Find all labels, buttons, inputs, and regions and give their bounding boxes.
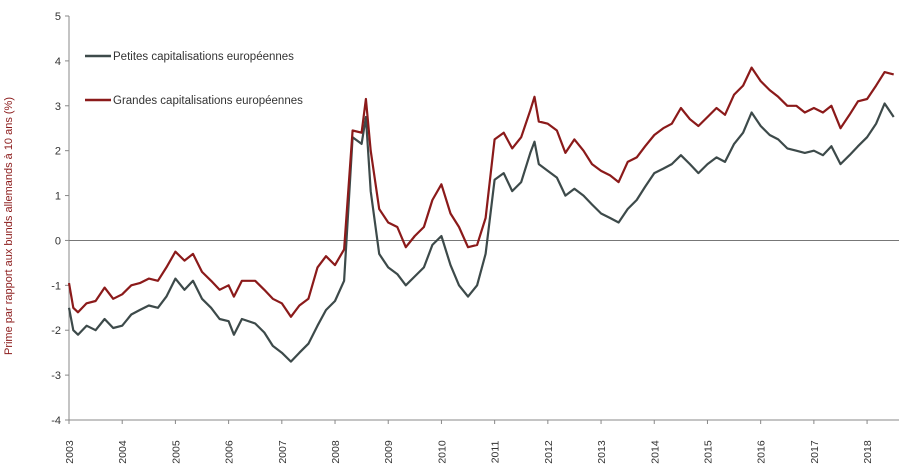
- legend-label-grandes: Grandes capitalisations européennes: [113, 95, 303, 107]
- y-tick-label: 5: [55, 11, 61, 23]
- y-tick-label: 4: [55, 56, 61, 68]
- x-tick-label: 2006: [224, 440, 236, 464]
- x-tick-label: 2014: [649, 440, 661, 464]
- y-tick-label: 2: [55, 146, 61, 158]
- x-tick-label: 2018: [862, 440, 874, 464]
- y-tick-label: -1: [51, 280, 61, 292]
- x-tick-label: 2016: [756, 440, 768, 464]
- y-axis-label: Prime par rapport aux bunds allemands à …: [3, 96, 15, 356]
- y-tick-label: -2: [51, 325, 61, 337]
- x-tick-label: 2012: [543, 440, 555, 464]
- x-tick-label: 2011: [490, 441, 502, 464]
- x-tick-label: 2017: [809, 440, 821, 464]
- y-tick-label: 3: [55, 101, 61, 113]
- y-tick-label: -4: [51, 415, 61, 427]
- series-line-petites-capitalisations: [67, 102, 895, 363]
- x-tick-label: 2005: [170, 440, 182, 464]
- x-tick-label: 2010: [436, 440, 448, 464]
- series-line-grandes-capitalisations: [67, 66, 894, 318]
- x-tick-label: 2004: [117, 440, 129, 464]
- x-tick-label: 2013: [596, 440, 608, 464]
- x-tick-label: 2009: [383, 440, 395, 464]
- legend-label-petites: Petites capitalisations européennes: [113, 51, 294, 63]
- x-tick-label: 2003: [64, 440, 76, 464]
- x-tick-label: 2015: [702, 440, 714, 464]
- x-tick-label: 2008: [330, 440, 342, 464]
- y-tick-label: 0: [55, 235, 61, 247]
- x-tick-label: 2007: [277, 440, 289, 464]
- y-tick-label: -3: [51, 370, 61, 382]
- y-tick-label: 1: [55, 191, 61, 203]
